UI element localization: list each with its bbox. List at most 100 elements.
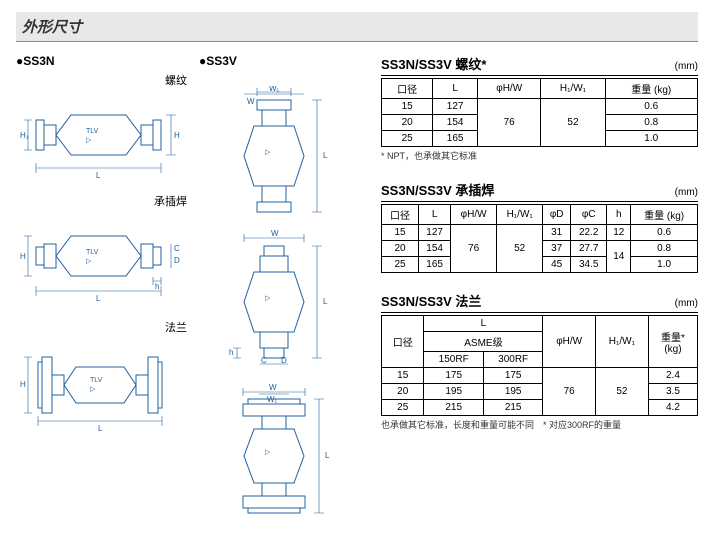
td: 22.2 xyxy=(571,225,607,241)
svg-text:▷: ▷ xyxy=(265,295,271,302)
td: 52 xyxy=(541,99,605,147)
ss3n-screw-diagram: TLV ▷ L H₁ H xyxy=(16,90,191,185)
td: 45 xyxy=(543,257,571,273)
th: H₁/W₁ xyxy=(497,205,543,225)
th: L xyxy=(419,205,451,225)
th: 150RF xyxy=(424,352,483,368)
svg-text:L: L xyxy=(98,424,103,433)
socket-table-unit: (mm) xyxy=(675,187,698,198)
td: 15 xyxy=(382,368,424,384)
th: L xyxy=(433,79,478,99)
td: 20 xyxy=(382,384,424,400)
td: 165 xyxy=(433,131,478,147)
svg-text:C: C xyxy=(174,244,180,253)
page-title: 外形尺寸 xyxy=(16,12,698,42)
svg-text:H: H xyxy=(20,252,26,261)
td: 76 xyxy=(543,368,596,416)
svg-text:D: D xyxy=(174,256,180,265)
screw-table-section: SS3N/SS3V 螺纹* (mm) 口径 L φH/W H₁/W₁ 重量 (k… xyxy=(381,54,698,162)
ss3v-header: ●SS3V xyxy=(199,54,369,68)
ss3v-screw-diagram: ▷ L W₁ W xyxy=(199,86,369,216)
svg-text:W₁: W₁ xyxy=(267,395,278,404)
td: 31 xyxy=(543,225,571,241)
th: φH/W xyxy=(477,79,541,99)
screw-footnote: * NPT，也承做其它标准 xyxy=(381,149,698,162)
diagrams-area: ●SS3N 螺纹 TLV xyxy=(16,54,371,530)
screw-table-unit: (mm) xyxy=(675,61,698,72)
td: 25 xyxy=(382,257,419,273)
screw-table: 口径 L φH/W H₁/W₁ 重量 (kg) 15 127 76 52 0.6… xyxy=(381,78,698,147)
th: φH/W xyxy=(543,316,596,368)
td: 154 xyxy=(419,241,451,257)
td: 175 xyxy=(483,368,542,384)
socket-table-section: SS3N/SS3V 承插焊 (mm) 口径 L φH/W H₁/W₁ φD φC… xyxy=(381,180,698,273)
td: 25 xyxy=(382,400,424,416)
th: L xyxy=(424,316,543,332)
svg-text:H: H xyxy=(174,131,180,140)
svg-text:L: L xyxy=(325,451,330,460)
svg-text:L: L xyxy=(96,171,101,180)
td: 76 xyxy=(451,225,497,273)
ss3n-flange-diagram: TLV ▷ L H xyxy=(16,337,191,437)
svg-text:h: h xyxy=(155,282,159,291)
ss3v-flange-diagram: ▷ L W W₁ xyxy=(199,384,369,524)
flange-table-unit: (mm) xyxy=(675,298,698,309)
body-label: TLV xyxy=(86,128,99,135)
td: 215 xyxy=(424,400,483,416)
ss3v-socket-diagram: ▷ L W h C D xyxy=(199,230,369,368)
socket-table-title: SS3N/SS3V 承插焊 xyxy=(381,180,494,199)
ss3n-column: ●SS3N 螺纹 TLV xyxy=(16,54,191,530)
td: 37 xyxy=(543,241,571,257)
th: H₁/W₁ xyxy=(595,316,648,368)
ss3n-flange-label: 法兰 xyxy=(16,319,187,335)
screw-table-title: SS3N/SS3V 螺纹* xyxy=(381,54,487,73)
flange-table-section: SS3N/SS3V 法兰 (mm) 口径 L φH/W H₁/W₁ 重量* (k… xyxy=(381,291,698,431)
svg-text:▷: ▷ xyxy=(90,386,96,393)
svg-text:C: C xyxy=(261,356,267,365)
svg-text:h: h xyxy=(229,348,233,357)
td: 20 xyxy=(382,241,419,257)
svg-text:W: W xyxy=(271,230,279,238)
svg-text:L: L xyxy=(96,294,101,303)
td: 76 xyxy=(477,99,541,147)
socket-table: 口径 L φH/W H₁/W₁ φD φC h 重量 (kg) 15 127 7… xyxy=(381,204,698,273)
td: 15 xyxy=(382,99,433,115)
svg-text:H₁: H₁ xyxy=(20,131,29,140)
td: 0.6 xyxy=(605,99,697,115)
th: 300RF xyxy=(483,352,542,368)
svg-text:▷: ▷ xyxy=(265,149,271,156)
th: 口径 xyxy=(382,79,433,99)
th: h xyxy=(607,205,631,225)
td: 195 xyxy=(483,384,542,400)
td: 165 xyxy=(419,257,451,273)
ss3n-screw-label: 螺纹 xyxy=(16,72,187,88)
svg-text:D: D xyxy=(281,356,287,365)
ss3v-column: ●SS3V ▷ L W₁ xyxy=(199,54,369,530)
main-layout: ●SS3N 螺纹 TLV xyxy=(16,54,698,530)
ss3n-socket-label: 承插焊 xyxy=(16,193,187,209)
td: 175 xyxy=(424,368,483,384)
th: H₁/W₁ xyxy=(541,79,605,99)
svg-text:W₁: W₁ xyxy=(269,86,280,93)
td: 3.5 xyxy=(648,384,697,400)
tables-area: SS3N/SS3V 螺纹* (mm) 口径 L φH/W H₁/W₁ 重量 (k… xyxy=(381,54,698,530)
th: 重量 (kg) xyxy=(605,79,697,99)
td: 215 xyxy=(483,400,542,416)
th: φH/W xyxy=(451,205,497,225)
svg-text:H: H xyxy=(20,380,26,389)
td: 14 xyxy=(607,241,631,273)
flange-table: 口径 L φH/W H₁/W₁ 重量* (kg) ASME级 150RF 300… xyxy=(381,315,698,416)
ss3n-header: ●SS3N xyxy=(16,54,191,68)
td: 34.5 xyxy=(571,257,607,273)
svg-text:▷: ▷ xyxy=(86,258,92,265)
td: 195 xyxy=(424,384,483,400)
flange-footnote: 也承做其它标准，长度和重量可能不同 * 对应300RF的重量 xyxy=(381,418,698,431)
td: 52 xyxy=(595,368,648,416)
td: 20 xyxy=(382,115,433,131)
ss3n-socket-diagram: TLV ▷ L H h C D xyxy=(16,211,191,311)
td: 27.7 xyxy=(571,241,607,257)
td: 0.6 xyxy=(631,225,698,241)
svg-text:▷: ▷ xyxy=(86,137,92,144)
td: 127 xyxy=(433,99,478,115)
th: φC xyxy=(571,205,607,225)
